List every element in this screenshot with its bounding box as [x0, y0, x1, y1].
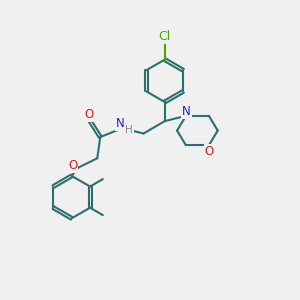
Text: O: O: [68, 159, 77, 172]
Text: Cl: Cl: [159, 30, 171, 43]
Text: N: N: [116, 117, 124, 130]
Text: O: O: [84, 108, 93, 121]
Text: N: N: [182, 105, 191, 118]
Text: O: O: [205, 145, 214, 158]
Text: H: H: [125, 125, 133, 135]
